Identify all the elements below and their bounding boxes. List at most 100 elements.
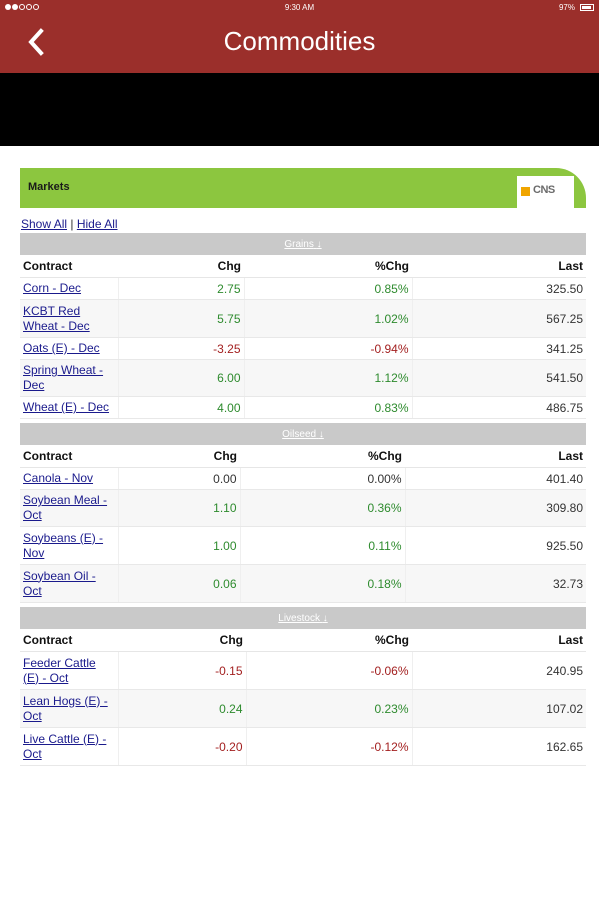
pct-chg-cell: 0.23% — [246, 689, 413, 728]
pct-chg-cell: 0.11% — [240, 526, 406, 565]
column-header-row: Contract Chg %Chg Last — [20, 255, 586, 278]
last-cell: 401.40 — [405, 467, 586, 490]
last-cell: 341.25 — [412, 337, 586, 360]
last-cell: 541.50 — [412, 359, 586, 397]
table-row: Oats (E) - Dec -3.25 -0.94% 341.25 — [20, 337, 586, 360]
col-last: Last — [405, 445, 586, 468]
pct-chg-cell: 0.85% — [244, 277, 413, 300]
last-cell: 486.75 — [412, 396, 586, 419]
col-chg: Chg — [118, 255, 244, 278]
contract-link[interactable]: Live Cattle (E) - Oct — [23, 731, 107, 761]
livestock-table: Livestock ↓ Contract Chg %Chg Last Feede… — [20, 607, 586, 766]
col-chg: Chg — [118, 445, 240, 468]
pct-chg-cell: 0.18% — [240, 564, 406, 603]
section-label-oilseed[interactable]: Oilseed ↓ — [282, 428, 324, 440]
section-label-grains[interactable]: Grains ↓ — [284, 238, 322, 250]
markets-title: Markets — [28, 181, 70, 193]
col-contract: Contract — [20, 445, 118, 468]
back-chevron-icon[interactable] — [22, 25, 52, 59]
pct-chg-cell: 0.83% — [244, 396, 413, 419]
battery-percentage: 97% — [558, 3, 575, 12]
contract-link[interactable]: Canola - Nov — [23, 471, 94, 485]
status-time: 9:30 AM — [284, 3, 315, 12]
chg-cell: 0.06 — [118, 564, 241, 603]
chg-cell: 2.75 — [118, 277, 245, 300]
last-cell: 32.73 — [405, 564, 586, 603]
section-header-livestock[interactable]: Livestock ↓ — [20, 607, 586, 629]
col-pct-chg: %Chg — [246, 629, 412, 652]
pct-chg-cell: 1.02% — [244, 299, 413, 338]
col-last: Last — [412, 255, 586, 278]
show-hide-separator: | — [70, 217, 74, 231]
oilseed-table: Oilseed ↓ Contract Chg %Chg Last Canola … — [20, 423, 586, 603]
contract-link[interactable]: Lean Hogs (E) - Oct — [23, 693, 108, 723]
table-row: Soybean Meal - Oct 1.10 0.36% 309.80 — [20, 489, 586, 527]
table-row: Soybeans (E) - Nov 1.00 0.11% 925.50 — [20, 526, 586, 565]
col-contract: Contract — [20, 255, 118, 278]
nav-bar: Commodities — [0, 15, 599, 73]
cns-logo: CNS — [517, 176, 574, 208]
pct-chg-cell: -0.06% — [246, 651, 413, 690]
table-row: Soybean Oil - Oct 0.06 0.18% 32.73 — [20, 564, 586, 603]
contract-link[interactable]: Spring Wheat - Dec — [23, 363, 104, 392]
chg-cell: 6.00 — [118, 359, 245, 397]
contract-link[interactable]: Feeder Cattle (E) - Oct — [23, 655, 96, 685]
grains-table: Grains ↓ Contract Chg %Chg Last Corn - D… — [20, 233, 586, 419]
table-row: Canola - Nov 0.00 0.00% 401.40 — [20, 467, 586, 490]
last-cell: 567.25 — [412, 299, 586, 338]
pct-chg-cell: 1.12% — [244, 359, 413, 397]
last-cell: 925.50 — [405, 526, 586, 565]
col-pct-chg: %Chg — [240, 445, 405, 468]
contract-link[interactable]: Soybeans (E) - Nov — [23, 530, 104, 560]
chg-cell: 4.00 — [118, 396, 245, 419]
section-label-livestock[interactable]: Livestock ↓ — [278, 612, 328, 624]
contract-link[interactable]: Soybean Oil - Oct — [23, 568, 96, 598]
section-header-oilseed[interactable]: Oilseed ↓ — [20, 423, 586, 445]
table-row: KCBT Red Wheat - Dec 5.75 1.02% 567.25 — [20, 299, 586, 338]
column-header-row: Contract Chg %Chg Last — [20, 445, 586, 468]
last-cell: 162.65 — [412, 727, 586, 766]
contract-link[interactable]: KCBT Red Wheat - Dec — [23, 303, 90, 333]
table-row: Lean Hogs (E) - Oct 0.24 0.23% 107.02 — [20, 689, 586, 728]
hide-all-link[interactable]: Hide All — [76, 217, 118, 231]
chg-cell: 5.75 — [118, 299, 245, 338]
banner-area — [0, 73, 599, 146]
contract-link[interactable]: Wheat (E) - Dec — [23, 400, 110, 414]
chg-cell: -0.15 — [118, 651, 247, 690]
last-cell: 325.50 — [412, 277, 586, 300]
col-last: Last — [412, 629, 586, 652]
show-hide-controls: Show All | Hide All — [21, 217, 118, 231]
markets-header: Markets CNS — [20, 168, 586, 208]
col-pct-chg: %Chg — [244, 255, 412, 278]
chg-cell: 1.10 — [118, 489, 241, 527]
contract-link[interactable]: Soybean Meal - Oct — [23, 493, 108, 522]
section-header-grains[interactable]: Grains ↓ — [20, 233, 586, 255]
chg-cell: 0.24 — [118, 689, 247, 728]
chg-cell: 0.00 — [118, 467, 241, 490]
pct-chg-cell: 0.36% — [240, 489, 406, 527]
battery-icon — [580, 4, 594, 11]
contract-link[interactable]: Corn - Dec — [23, 281, 82, 295]
chg-cell: 1.00 — [118, 526, 241, 565]
contract-link[interactable]: Oats (E) - Dec — [23, 341, 100, 355]
status-bar: 9:30 AM 97% — [0, 0, 599, 15]
signal-strength-icon — [5, 4, 39, 10]
cns-logo-text: CNS — [533, 184, 555, 196]
cns-logo-mark-icon — [521, 187, 530, 196]
pct-chg-cell: -0.12% — [246, 727, 413, 766]
column-header-row: Contract Chg %Chg Last — [20, 629, 586, 652]
table-row: Wheat (E) - Dec 4.00 0.83% 486.75 — [20, 396, 586, 419]
table-row: Spring Wheat - Dec 6.00 1.12% 541.50 — [20, 359, 586, 397]
col-contract: Contract — [20, 629, 118, 652]
pct-chg-cell: 0.00% — [240, 467, 406, 490]
page-title: Commodities — [223, 26, 376, 56]
show-all-link[interactable]: Show All — [21, 217, 68, 231]
chg-cell: -3.25 — [118, 337, 245, 360]
table-row: Feeder Cattle (E) - Oct -0.15 -0.06% 240… — [20, 651, 586, 690]
last-cell: 309.80 — [405, 489, 586, 527]
last-cell: 240.95 — [412, 651, 586, 690]
chg-cell: -0.20 — [118, 727, 247, 766]
col-chg: Chg — [118, 629, 246, 652]
table-row: Live Cattle (E) - Oct -0.20 -0.12% 162.6… — [20, 727, 586, 766]
table-row: Corn - Dec 2.75 0.85% 325.50 — [20, 277, 586, 300]
